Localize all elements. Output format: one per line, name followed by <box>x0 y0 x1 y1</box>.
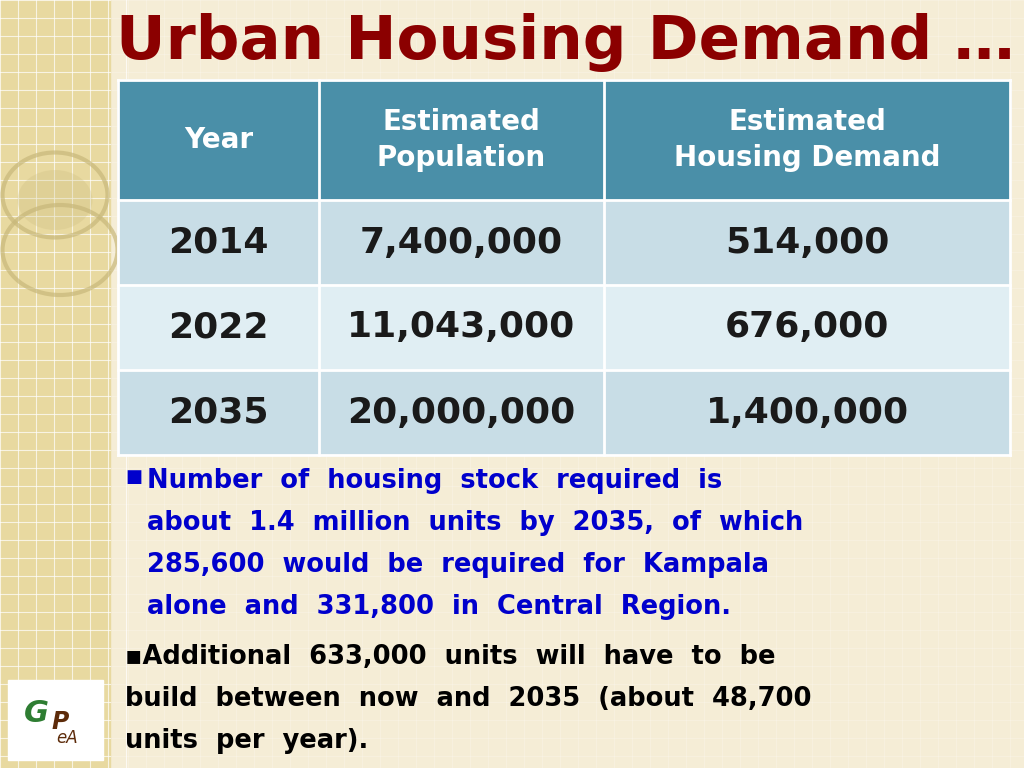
Text: Estimated
Housing Demand: Estimated Housing Demand <box>674 108 940 172</box>
Bar <box>0 0 110 768</box>
Text: 285,600  would  be  required  for  Kampala: 285,600 would be required for Kampala <box>147 552 769 578</box>
Text: build  between  now  and  2035  (about  48,700: build between now and 2035 (about 48,700 <box>125 686 811 712</box>
Text: 676,000: 676,000 <box>725 310 889 345</box>
Text: 2014: 2014 <box>168 226 268 260</box>
Text: P: P <box>51 710 69 733</box>
Text: units  per  year).: units per year). <box>125 728 369 754</box>
Text: 7,400,000: 7,400,000 <box>359 226 563 260</box>
Text: 1,400,000: 1,400,000 <box>706 396 908 429</box>
Text: ■: ■ <box>125 468 142 486</box>
Text: G: G <box>24 699 49 728</box>
Text: alone  and  331,800  in  Central  Region.: alone and 331,800 in Central Region. <box>147 594 731 620</box>
Text: Estimated
Population: Estimated Population <box>377 108 546 172</box>
Text: Number  of  housing  stock  required  is: Number of housing stock required is <box>147 468 722 494</box>
Text: 20,000,000: 20,000,000 <box>347 396 575 429</box>
Text: 2035: 2035 <box>168 396 268 429</box>
Text: eA: eA <box>56 729 78 746</box>
Text: 11,043,000: 11,043,000 <box>347 310 575 345</box>
Text: Urban Housing Demand …: Urban Housing Demand … <box>116 12 1015 71</box>
Text: about  1.4  million  units  by  2035,  of  which: about 1.4 million units by 2035, of whic… <box>147 510 803 536</box>
Bar <box>118 200 1010 285</box>
Text: Year: Year <box>183 126 253 154</box>
Text: ▪Additional  633,000  units  will  have  to  be: ▪Additional 633,000 units will have to b… <box>125 644 775 670</box>
Ellipse shape <box>17 170 92 230</box>
Bar <box>8 680 103 760</box>
Bar <box>118 370 1010 455</box>
Bar <box>118 285 1010 370</box>
Text: 514,000: 514,000 <box>725 226 889 260</box>
Bar <box>118 80 1010 200</box>
Text: 2022: 2022 <box>168 310 268 345</box>
